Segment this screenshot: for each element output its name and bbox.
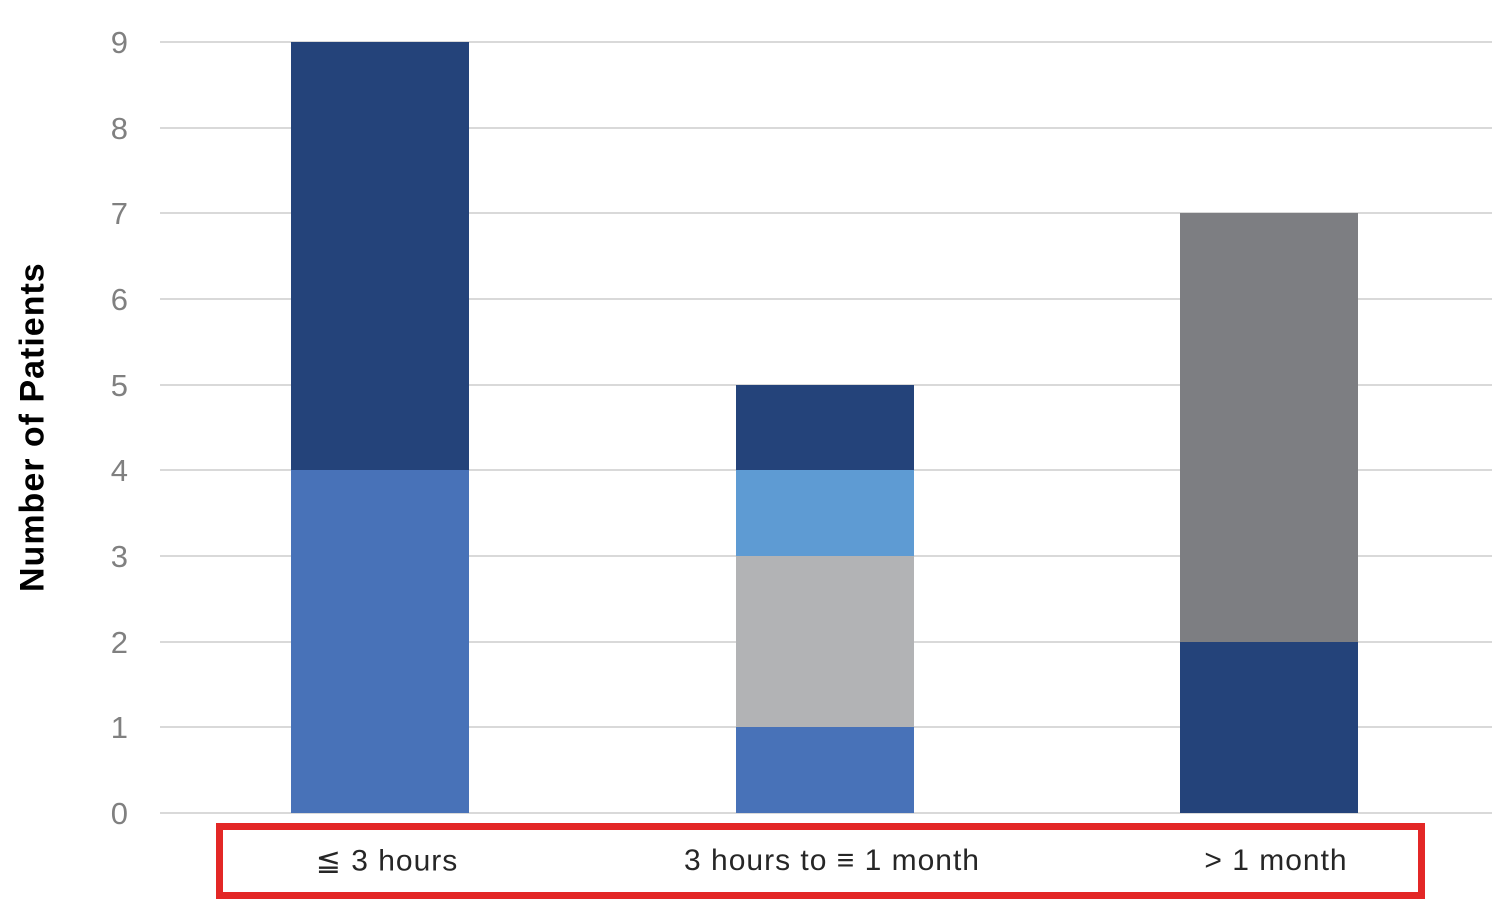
plot-area <box>160 41 1492 814</box>
y-tick-label: 5 <box>110 367 128 403</box>
y-tick-label: 0 <box>110 796 128 831</box>
gridline <box>160 383 1492 386</box>
x-axis-highlight-box: ≦ 3 hours 3 hours to ≡ 1 month > 1 month <box>216 823 1425 899</box>
gridline <box>160 212 1492 215</box>
bar-segment-dark_navy <box>736 384 914 471</box>
y-tick-label: 9 <box>110 25 128 60</box>
bar-gt-1-month <box>1180 213 1358 813</box>
y-tick-label: 8 <box>110 110 128 146</box>
x-axis-label-le-3-hours: ≦ 3 hours <box>315 844 459 878</box>
bar-le-3-hours <box>291 42 469 813</box>
gridline <box>160 126 1492 129</box>
y-tick-label: 1 <box>110 710 128 746</box>
bar-segment-sky_blue <box>736 470 914 556</box>
gridline <box>160 298 1492 300</box>
bar-segment-medium_blue <box>291 470 469 813</box>
bar-segment-dark_navy <box>291 42 469 471</box>
bar-3-hours-to-1-month <box>736 384 914 813</box>
y-tick-label: 6 <box>110 282 128 317</box>
bar-segment-medium_blue <box>736 727 914 813</box>
x-axis-label-gt-1-month: > 1 month <box>1204 844 1348 877</box>
gridline <box>160 812 1492 814</box>
y-tick-label: 2 <box>110 624 128 660</box>
y-axis-title: Number of Patients <box>13 262 52 593</box>
x-axis-label-3-hours-to-1-month: 3 hours to ≡ 1 month <box>684 844 980 877</box>
gridline <box>160 41 1492 43</box>
y-tick-label: 4 <box>110 453 128 489</box>
bar-segment-dark_navy <box>1180 641 1358 813</box>
bar-segment-dark_gray <box>1180 213 1358 642</box>
bar-segment-light_gray <box>736 555 914 728</box>
y-tick-label: 7 <box>110 196 128 232</box>
y-tick-label: 3 <box>110 539 128 574</box>
